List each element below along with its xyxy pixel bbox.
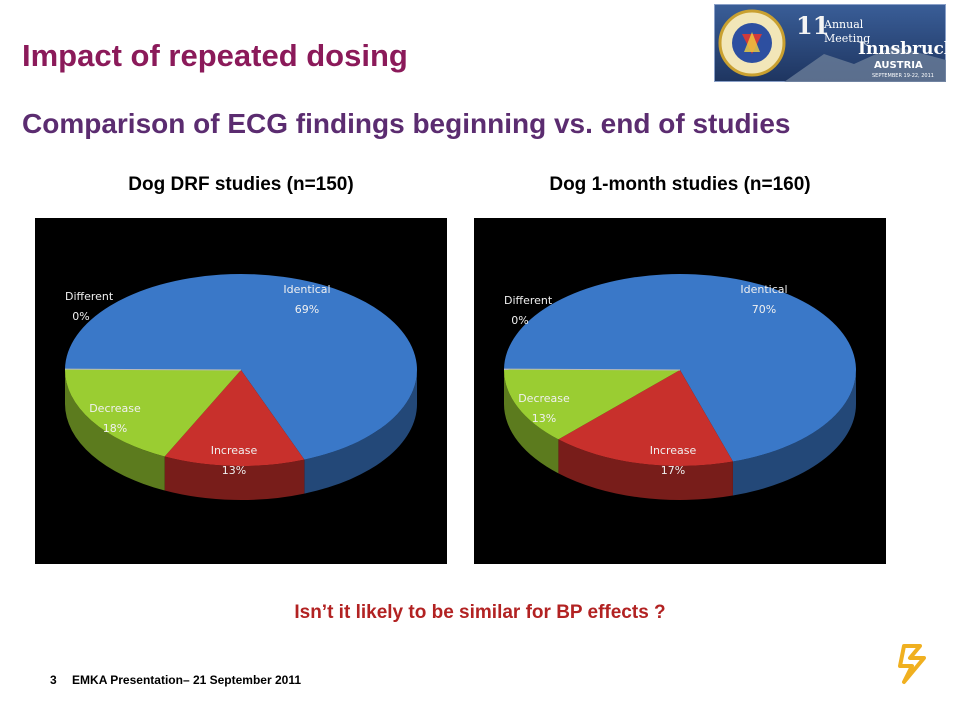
slice-value-decrease: 13% [532,412,556,425]
slice-label-identical: Identical [283,283,330,296]
slice-label-increase: Increase [211,444,258,457]
svg-text:AUSTRIA: AUSTRIA [874,60,923,71]
pie-slice-increase [558,370,733,466]
pie-chart-drf: Identical 69% Increase 13% Decrease 18% Differ… [35,218,447,564]
pie-slice-increase [164,370,305,466]
pie-side-identical [304,370,417,494]
question-text: Isn’t it likely to be similar for BP eff… [294,602,666,623]
pie-side-increase [164,456,305,500]
slice-label-different: Different [504,294,553,307]
footer-text: EMKA Presentation– 21 September 2011 [72,673,302,687]
footer: 3 EMKA Presentation– 21 September 2011 [50,673,301,687]
slice-value-different: 0% [511,314,528,327]
slice-label-decrease: Decrease [89,402,141,415]
slide-subtitle: Comparison of ECG findings beginning vs.… [22,108,791,139]
slice-value-decrease: 18% [103,422,127,435]
pie-slice-identical [65,274,417,460]
svg-text:Meeting: Meeting [824,32,870,45]
pie-slice-different [504,368,681,371]
slice-value-increase: 13% [222,464,246,477]
slide-title: Impact of repeated dosing [22,38,408,73]
slice-value-different: 0% [72,310,89,323]
pie-side-decrease [504,370,559,474]
svg-text:11: 11 [796,11,829,40]
svg-text:Innsbruck: Innsbruck [858,39,946,59]
slice-value-identical: 69% [295,303,319,316]
chart-title-1month: Dog 1-month studies (n=160) [549,174,811,195]
slice-label-decrease: Decrease [518,392,570,405]
pie-slice-different [65,368,242,371]
pie-side-decrease [65,370,165,491]
company-logo-icon [898,644,926,684]
pie-slice-identical [504,274,856,462]
pie-chart-1month: Identical 70% Increase 17% Decrease 13% Differ… [474,218,886,564]
pie-side-identical [732,370,856,496]
slice-value-identical: 70% [752,303,776,316]
chart-title-drf: Dog DRF studies (n=150) [128,174,354,195]
pie-slice-decrease [64,369,241,457]
slice-label-increase: Increase [650,444,697,457]
event-logo: 11 Annual Meeting Innsbruck AUSTRIA SEPT… [714,4,946,82]
svg-text:SEPTEMBER 19-22, 2011: SEPTEMBER 19-22, 2011 [872,73,934,79]
page-number: 3 [50,673,57,687]
slice-value-increase: 17% [661,464,685,477]
pie-side-increase [558,439,733,500]
pie-slice-decrease [504,369,680,440]
slice-label-identical: Identical [740,283,787,296]
svg-text:Annual: Annual [823,18,864,31]
slice-label-different: Different [65,290,114,303]
